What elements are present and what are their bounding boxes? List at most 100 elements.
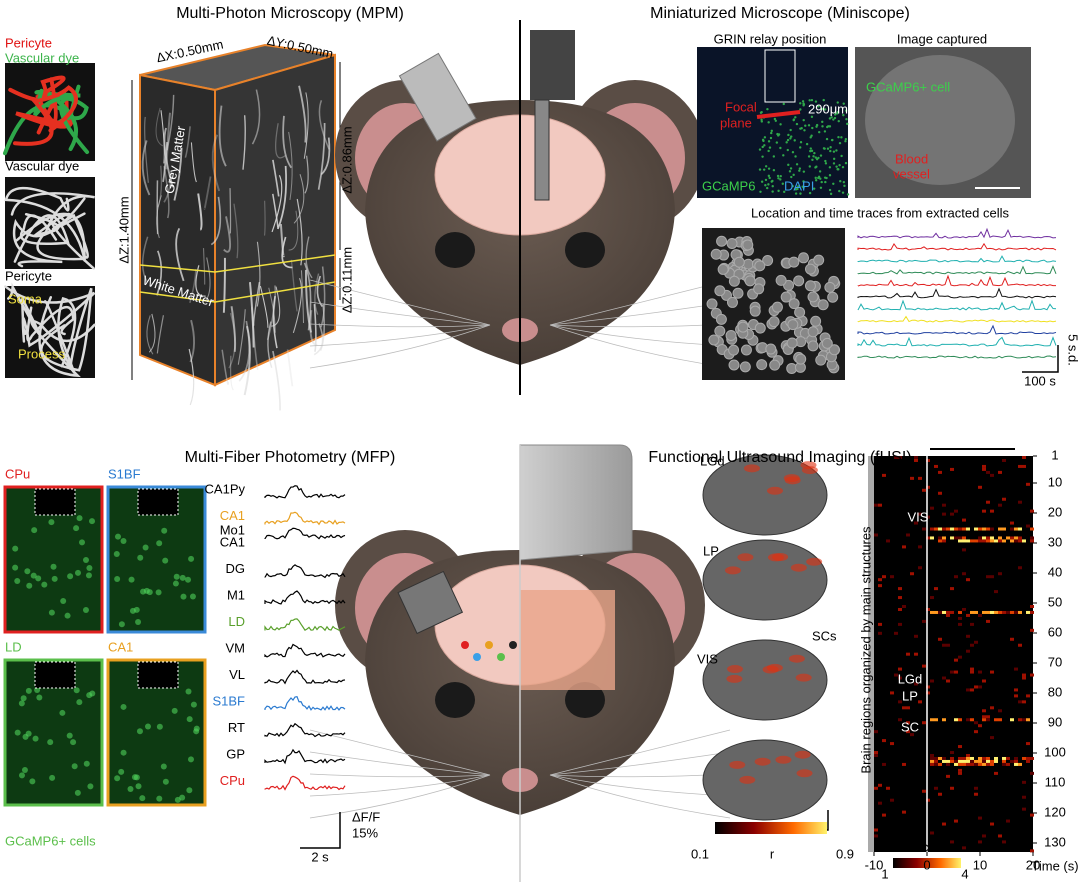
cell [51,564,57,570]
activation [772,553,788,561]
heat-cell [874,730,878,733]
cell [743,240,753,250]
scalebar [300,812,340,848]
heat-cell [1006,757,1010,760]
cell [12,565,18,571]
heat-cell [966,757,970,760]
cell [29,778,35,784]
y-tick-label: 130 [1044,834,1066,849]
heat-cell [994,718,998,721]
cell [804,124,806,126]
heat-cell [978,757,982,760]
cell [119,621,125,627]
cell [729,345,739,355]
heat-cell [994,757,998,760]
region-label: LP [902,688,918,703]
cell [759,191,761,193]
cell [777,177,779,179]
activation [775,756,791,764]
cell [800,127,802,129]
cell [828,292,838,302]
heat-cell [1030,510,1034,513]
cell [761,155,763,157]
cell [715,326,725,336]
heat-cell [906,653,910,656]
region-label: VIS [908,509,929,524]
cell [174,574,180,580]
heat-cell [914,635,918,638]
y-tick-label: 20 [1048,504,1062,519]
heat-cell [890,742,894,745]
heat-cell [890,575,894,578]
cell [47,739,53,745]
activation [739,776,755,784]
cell [767,150,769,152]
heat-cell [982,468,986,471]
heat-cell [1030,757,1034,760]
cell [840,136,842,138]
heat-cell [958,623,962,626]
trace [265,512,345,524]
heat-cell [906,533,910,536]
cell [83,607,89,613]
cell [750,306,760,316]
vessel [273,351,280,410]
cell [727,297,737,307]
label: Soma [8,291,43,306]
heat-cell [882,814,886,817]
trace [265,619,345,631]
heat-cell [1030,814,1034,817]
trace [858,244,1056,250]
cell [820,181,822,183]
heat-cell [938,471,942,474]
cell [834,117,836,119]
heat-cell [982,510,986,513]
heat-cell [930,528,934,531]
heat-cell [946,614,950,617]
cell [789,257,799,267]
cell [121,538,127,544]
cell [845,118,847,120]
heat-cell [914,459,918,462]
cell [767,121,769,123]
cell [780,175,782,177]
cell [185,577,191,583]
label: Vascular dye [5,50,79,65]
heat-cell [950,528,954,531]
heat-cell [970,763,974,766]
heat-cell [1018,501,1022,504]
heat-cell [958,763,962,766]
cell [65,613,71,619]
cell [772,302,782,312]
cell [14,578,20,584]
heat-cell [918,545,922,548]
trace [265,591,345,604]
heat-cell [974,611,978,614]
heat-cell [962,528,966,531]
heat-cell [978,614,982,617]
heat-cell [1002,763,1006,766]
heat-cell [1002,840,1006,843]
panel-title: Multi-Fiber Photometry (MFP) [185,449,396,466]
label: plane [720,115,752,130]
y-tick-label: 90 [1048,714,1062,729]
heat-cell [950,536,954,539]
heat-cell [938,757,942,760]
heat-cell [982,757,986,760]
heat-cell [994,539,998,542]
cell [157,724,163,730]
heat-cell [934,757,938,760]
heat-cell [1018,644,1022,647]
heat-cell [938,539,942,542]
heat-cell [938,536,942,539]
panel-title: Functional Ultrasound Imaging (fUSI) [648,449,911,466]
heat-cell [890,799,894,802]
cell [835,149,837,151]
cell [86,565,92,571]
heat-cell [1018,539,1022,542]
activation [784,474,800,482]
cell [795,307,805,317]
heat-cell [982,718,986,721]
cell [830,116,832,118]
